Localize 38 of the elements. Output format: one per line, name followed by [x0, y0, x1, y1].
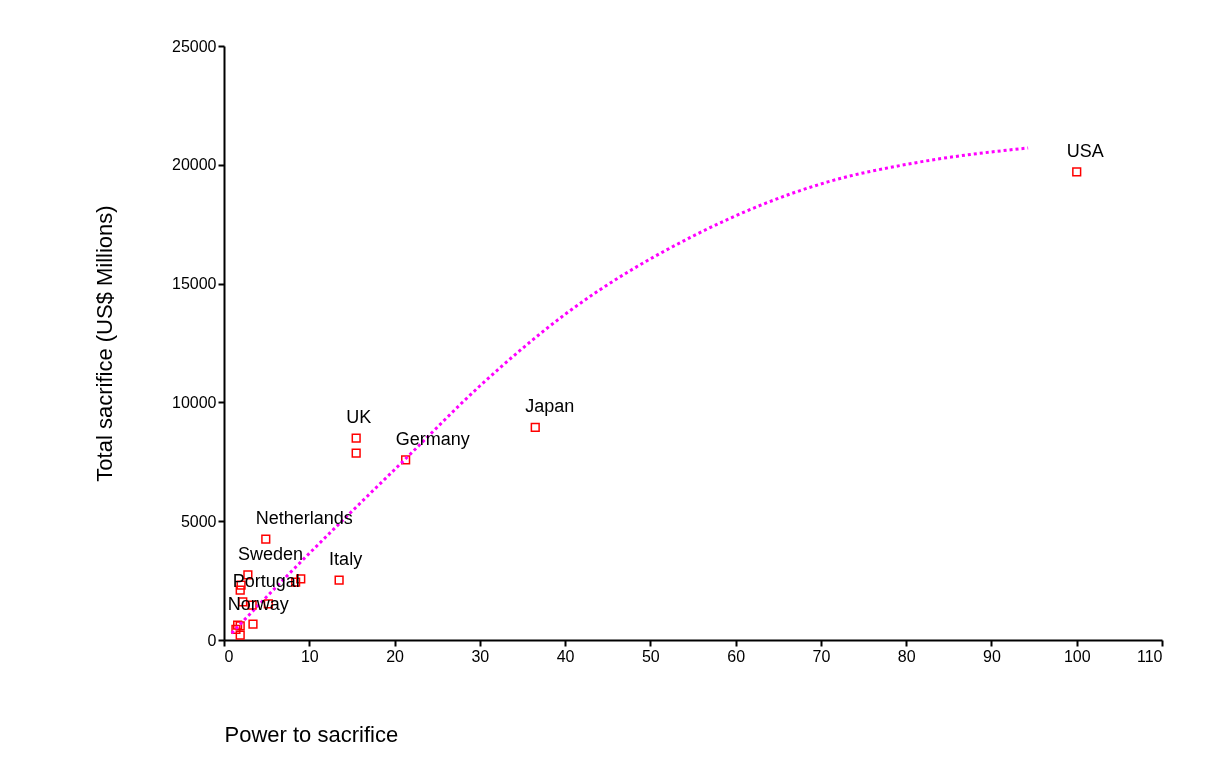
y-tick-label: 5000	[180, 512, 217, 530]
x-tick-label: 70	[812, 647, 831, 665]
point	[231, 624, 241, 634]
annotation: Italy	[329, 549, 363, 570]
point	[248, 619, 258, 629]
annotation: UK	[346, 407, 372, 428]
point	[401, 455, 411, 465]
line-series	[230, 146, 1030, 635]
x-tick-label: 10	[300, 647, 319, 665]
x-tick-label: 60	[727, 647, 746, 665]
x-tick-label: 110	[1136, 647, 1163, 665]
x-axis-title: Power to sacrifice	[224, 721, 399, 747]
annotation: Sweden	[237, 543, 303, 564]
x-tick-label: 100	[1063, 647, 1091, 665]
x-tick-label: 30	[471, 647, 490, 665]
point	[235, 630, 245, 640]
point	[351, 433, 361, 443]
point	[261, 534, 271, 544]
point	[530, 422, 540, 432]
point	[351, 448, 361, 458]
y-axis-title: Total sacrifice (US$ Millions)	[92, 205, 118, 482]
y-tick-label: 20000	[172, 156, 217, 174]
annotation: Germany	[395, 428, 470, 449]
y-tick-label: 10000	[172, 393, 217, 411]
annotation: USA	[1066, 140, 1104, 161]
x-tick-label: 50	[641, 647, 660, 665]
y-tick-label: 25000	[172, 37, 217, 55]
point	[1072, 167, 1082, 177]
x-tick-label: 80	[897, 647, 916, 665]
annotation: Netherlands	[255, 508, 353, 529]
x-tick-label: 40	[556, 647, 575, 665]
x-tick-label: 20	[386, 647, 405, 665]
x-tick-label: 0	[224, 647, 234, 665]
point	[334, 575, 344, 585]
y-tick-label: 15000	[172, 275, 217, 293]
x-tick-label: 90	[983, 647, 1001, 665]
annotation: Japan	[525, 396, 575, 417]
y-tick-label: 0	[207, 631, 217, 649]
